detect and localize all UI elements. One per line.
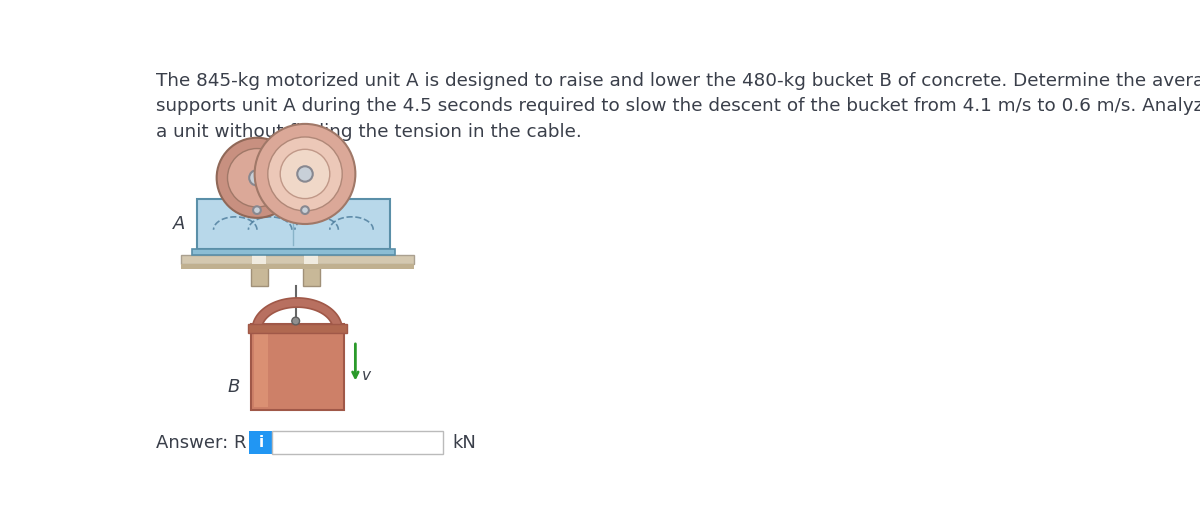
- Circle shape: [253, 206, 260, 214]
- Text: Answer: R =: Answer: R =: [156, 434, 274, 452]
- Circle shape: [254, 124, 355, 224]
- Bar: [247, 324, 347, 334]
- Bar: [252, 255, 266, 264]
- Circle shape: [298, 166, 313, 181]
- Circle shape: [292, 317, 300, 325]
- Bar: [197, 198, 390, 248]
- Bar: [181, 255, 414, 264]
- Text: A: A: [173, 214, 186, 232]
- Circle shape: [250, 170, 265, 186]
- Text: The 845-kg motorized unit A is designed to raise and lower the 480-kg bucket B o: The 845-kg motorized unit A is designed …: [156, 71, 1200, 141]
- Text: kN: kN: [452, 434, 476, 452]
- Bar: [251, 255, 268, 286]
- Bar: [251, 324, 343, 410]
- Bar: [302, 255, 319, 286]
- Bar: [181, 264, 414, 269]
- Text: i: i: [258, 435, 263, 450]
- Bar: [254, 327, 268, 408]
- Circle shape: [228, 148, 287, 207]
- Circle shape: [217, 138, 298, 218]
- Bar: [192, 248, 395, 255]
- Bar: [305, 255, 318, 264]
- Bar: [272, 431, 443, 454]
- Circle shape: [281, 149, 330, 198]
- Bar: [250, 431, 272, 454]
- Text: v: v: [361, 368, 371, 383]
- Text: B: B: [228, 378, 240, 396]
- Circle shape: [301, 206, 308, 214]
- Circle shape: [268, 137, 342, 211]
- Polygon shape: [252, 298, 342, 329]
